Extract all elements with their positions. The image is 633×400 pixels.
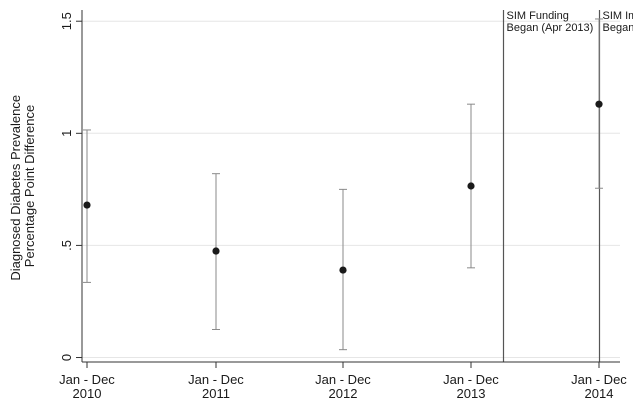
x-tick-label-2-line-0: Jan - Dec — [315, 372, 371, 387]
x-tick-label-1-line-0: Jan - Dec — [188, 372, 244, 387]
x-tick-label-2: Jan - Dec 2012 — [315, 372, 371, 400]
series — [83, 18, 603, 351]
point-estimate-0 — [83, 201, 91, 209]
event-line-label-1-line-0: SIM Implementation — [603, 10, 633, 22]
x-tick-label-3-line-0: Jan - Dec — [443, 372, 499, 387]
y-tick-label-3: 1.5 — [59, 12, 74, 30]
point-estimate-3 — [467, 182, 475, 190]
event-line-label-0: SIM Funding Began (Apr 2013) — [507, 10, 594, 34]
x-tick-label-0-line-0: Jan - Dec — [59, 372, 115, 387]
y-axis-title: Diagnosed Diabetes Prevalence Percentage… — [8, 91, 37, 280]
x-tick-label-4: Jan - Dec 2014 — [571, 372, 627, 400]
x-tick-label-4-line-1: 2014 — [585, 386, 614, 400]
y-axis-title-line-1: Diagnosed Diabetes Prevalence — [8, 95, 23, 281]
event-line-label-1: SIM ImplementationBegan (Jan 2014) — [603, 10, 633, 34]
event-line-label-0-line-0: SIM Funding — [507, 10, 569, 22]
x-tick-label-0: Jan - Dec 2010 — [59, 372, 115, 400]
x-tick-label-3-line-1: 2013 — [457, 386, 486, 400]
point-estimate-2 — [339, 266, 347, 274]
event-line-label-0-line-1: Began (Apr 2013) — [507, 22, 594, 34]
axes — [81, 10, 620, 363]
x-tick-label-0-line-1: 2010 — [73, 386, 102, 400]
x-tick-label-1-line-1: 2011 — [202, 386, 230, 400]
grid-lines — [82, 20, 620, 359]
y-tick-label-0: 0 — [59, 354, 74, 361]
point-estimate-4 — [595, 100, 603, 108]
x-tick-label-2-line-1: 2012 — [329, 386, 358, 400]
y-ticks: 0 .5 1 1.5 — [59, 12, 82, 361]
y-tick-label-1: .5 — [59, 240, 74, 251]
y-axis-title-line-2: Percentage Point Difference — [22, 105, 37, 267]
x-tick-label-4-line-0: Jan - Dec — [571, 372, 627, 387]
y-tick-label-2: 1 — [59, 130, 74, 137]
event-line-label-1-line-1: Began (Jan 2014) — [603, 22, 633, 34]
x-tick-label-1: Jan - Dec 2011 — [188, 372, 244, 400]
point-estimate-1 — [212, 247, 220, 255]
x-tick-label-3: Jan - Dec 2013 — [443, 372, 499, 400]
